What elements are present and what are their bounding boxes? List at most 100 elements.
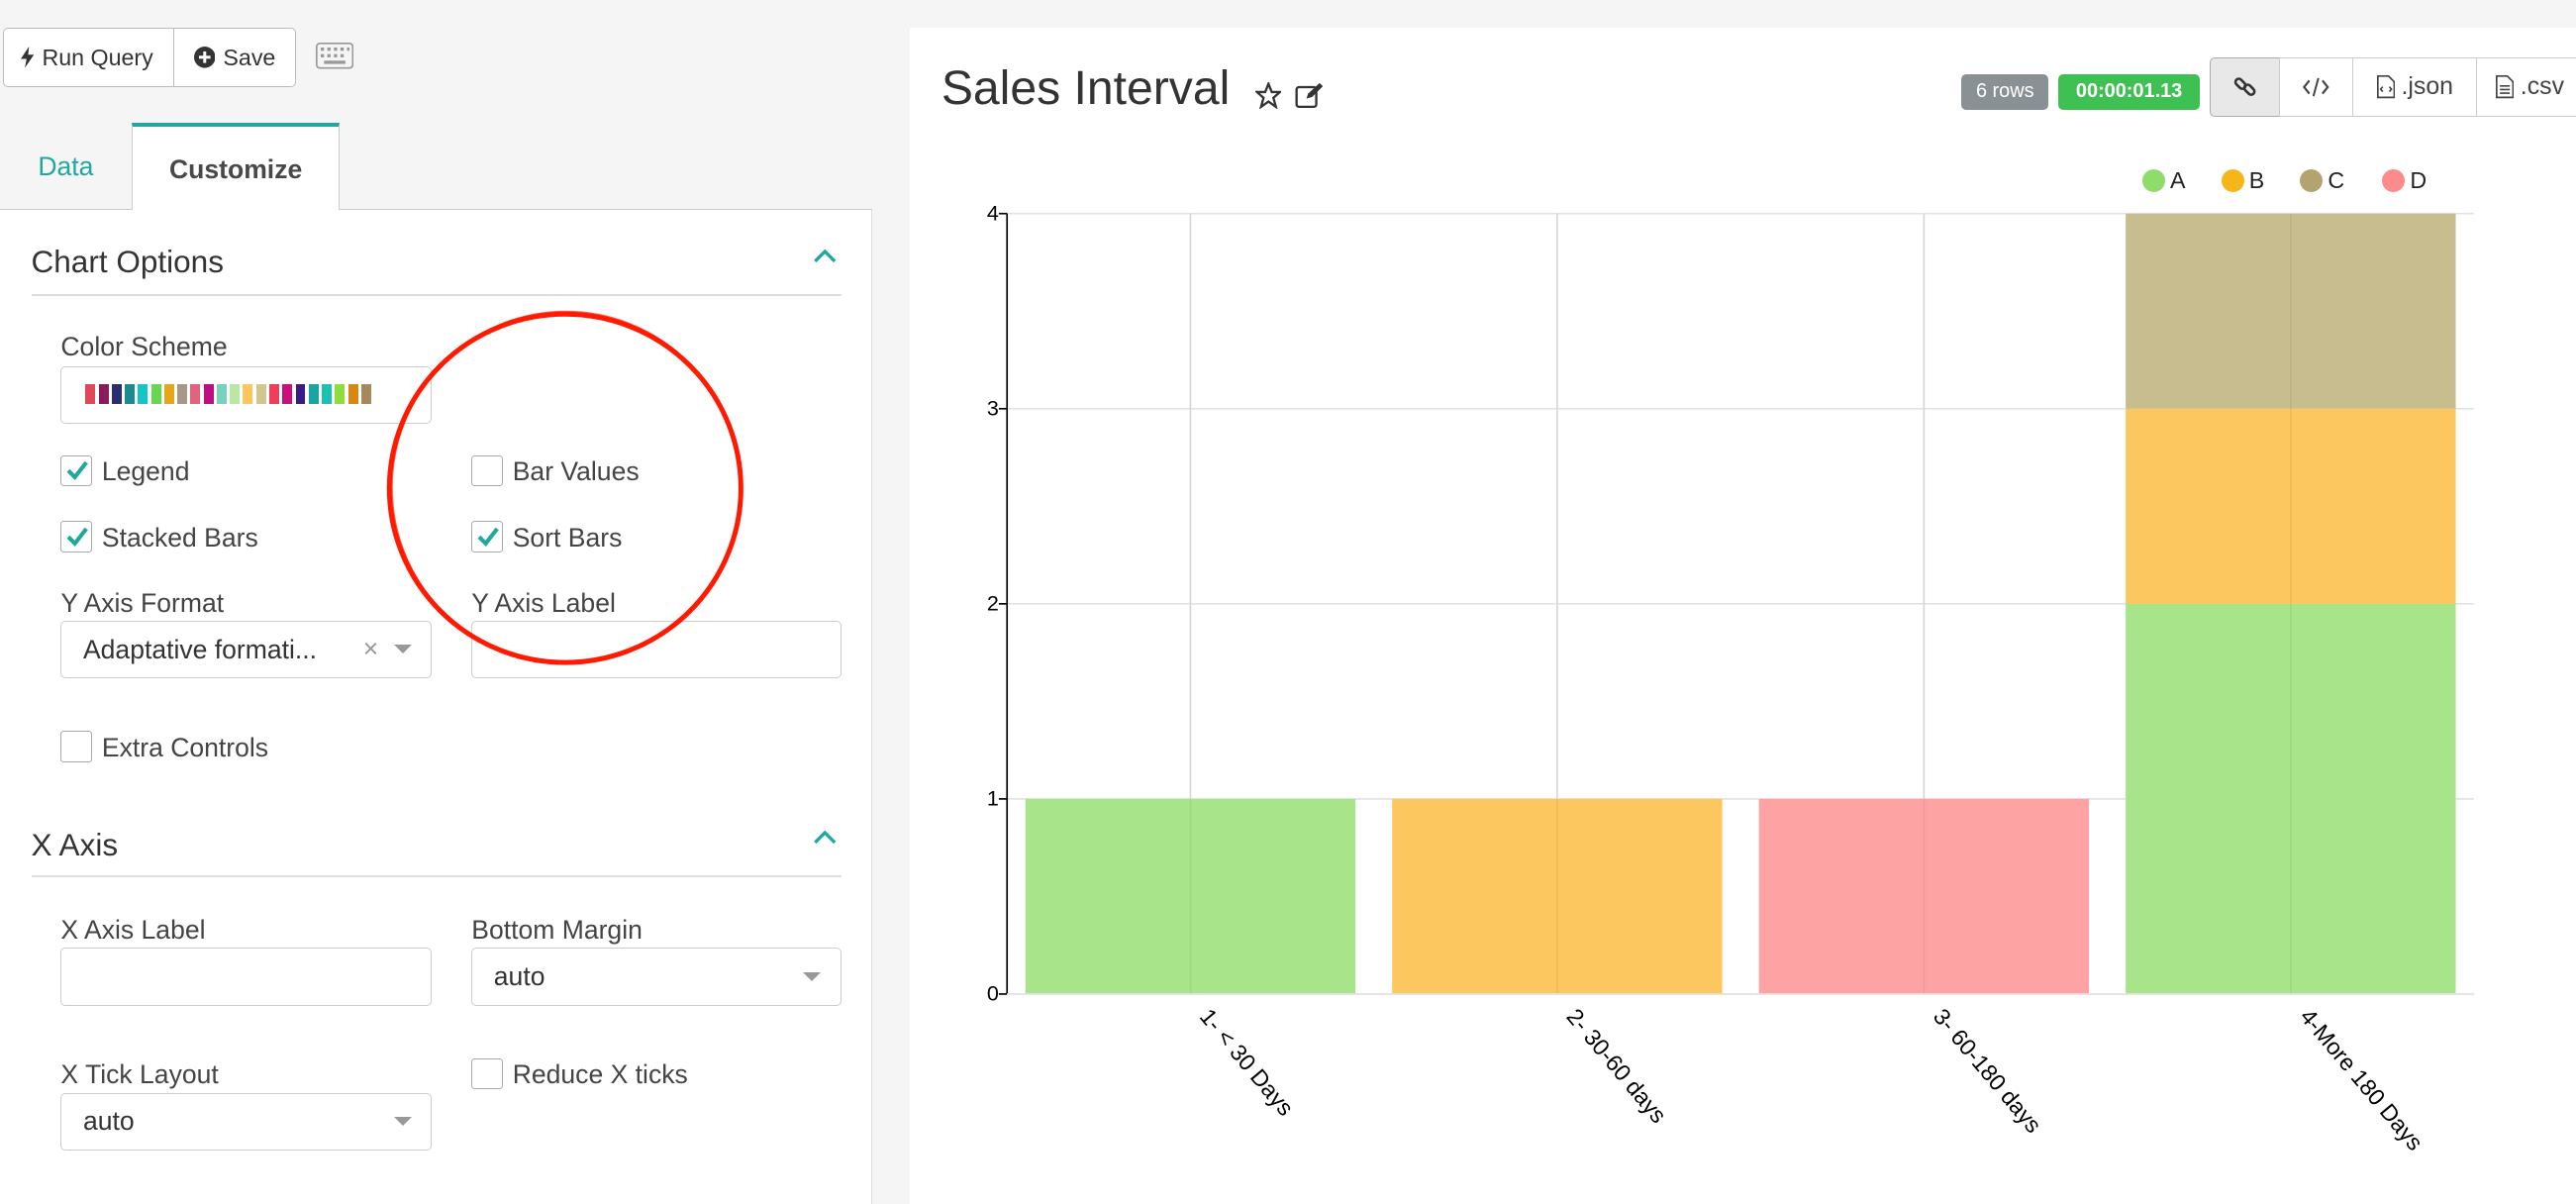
y-axis-label-input[interactable] [471, 621, 842, 679]
legend-checkbox[interactable] [60, 454, 92, 487]
bottom-margin-label: Bottom Margin [471, 915, 643, 946]
clear-icon[interactable]: × [362, 633, 379, 663]
chevron-down-icon [393, 1116, 412, 1127]
x-axis-section-title: X Axis [31, 826, 119, 862]
plus-circle-icon [193, 47, 216, 68]
color-swatch [177, 384, 188, 405]
legend-item-a[interactable]: A [2141, 167, 2186, 194]
color-swatch [347, 384, 358, 405]
y-axis-format-select[interactable]: Adaptative formati... × [60, 621, 433, 679]
legend-dot [2300, 169, 2324, 193]
row-count-badge: 6 rows [1961, 73, 2049, 111]
file-text-icon [2495, 75, 2515, 99]
y-tick-label: 1 [987, 786, 999, 811]
bar-segment-a [2126, 603, 2456, 994]
edit-icon[interactable] [1295, 82, 1325, 109]
legend-item-d[interactable]: D [2382, 167, 2427, 194]
chart-options-title: Chart Options [31, 243, 224, 279]
x-tick-label: 4-More 180 Days [2295, 1004, 2427, 1155]
y-tick-label: 4 [987, 200, 999, 225]
color-scheme-swatches [85, 384, 371, 405]
legend-label: Legend [101, 456, 190, 487]
color-swatch [335, 384, 346, 405]
reduce-x-ticks-checkbox[interactable] [471, 1057, 503, 1090]
export-csv-button[interactable]: .csv [2475, 57, 2576, 117]
color-swatch [295, 384, 306, 405]
json-label: .json [2401, 72, 2454, 101]
chevron-up-icon[interactable] [812, 247, 839, 266]
code-icon [2303, 77, 2330, 97]
bar-segment-c [2126, 213, 2456, 409]
x-tick-layout-value: auto [82, 1106, 135, 1137]
color-swatch [98, 384, 109, 405]
x-tick-layout-select[interactable]: auto [60, 1092, 433, 1151]
color-swatch [282, 384, 293, 405]
star-icon[interactable] [1254, 81, 1282, 109]
chart-title-text: Sales Interval [941, 61, 1231, 116]
share-link-button[interactable] [2209, 57, 2281, 117]
reduce-x-ticks-label: Reduce X ticks [512, 1059, 688, 1090]
section-divider [31, 294, 842, 296]
color-swatch [322, 384, 333, 405]
keyboard-icon[interactable] [315, 43, 353, 69]
x-axis-label-label: X Axis Label [60, 915, 206, 946]
legend-dot [2221, 169, 2244, 193]
legend-label: A [2170, 167, 2186, 194]
x-tick-layout-label: X Tick Layout [60, 1059, 219, 1090]
color-swatch [138, 384, 149, 405]
export-json-button[interactable]: .json [2352, 57, 2478, 117]
y-tick-label: 2 [987, 590, 999, 615]
y-axis-label-label: Y Axis Label [471, 588, 616, 619]
chevron-up-icon[interactable] [812, 828, 839, 848]
color-swatch [203, 384, 214, 405]
color-swatch [255, 384, 266, 405]
x-axis-label-input[interactable] [60, 948, 433, 1006]
bar-segment-b [1392, 798, 1723, 994]
file-code-icon [2376, 75, 2395, 99]
chart-title: Sales Interval [941, 60, 1230, 116]
extra-controls-checkbox[interactable] [60, 731, 92, 762]
color-swatch [125, 384, 136, 405]
bottom-margin-select[interactable]: auto [471, 948, 842, 1006]
color-swatch [111, 384, 122, 405]
legend-dot [2382, 169, 2406, 193]
chevron-down-icon [393, 645, 412, 655]
color-swatch [308, 384, 319, 405]
color-swatch [163, 384, 174, 405]
sort-bars-checkbox[interactable] [471, 521, 503, 552]
bar-values-checkbox[interactable] [471, 454, 503, 487]
annotation-circle [386, 310, 743, 665]
section-divider [31, 875, 842, 878]
y-axis-format-value: Adaptative formati... [82, 634, 318, 664]
color-swatch [190, 384, 201, 405]
bar-segment-d [1758, 798, 2090, 994]
save-button[interactable]: Save [173, 28, 297, 87]
tab-customize[interactable]: Customize [131, 123, 341, 213]
run-query-button[interactable]: Run Query [3, 28, 174, 87]
check-icon [66, 527, 88, 547]
stacked-bars-checkbox[interactable] [60, 521, 92, 552]
query-time-badge: 00:00:01.13 [2058, 73, 2200, 111]
legend-label: B [2248, 167, 2265, 194]
legend-label: D [2410, 167, 2427, 194]
color-swatch [360, 384, 371, 405]
x-tick-label: 2- 30-60 days [1561, 1004, 1671, 1128]
legend-item-c[interactable]: C [2300, 167, 2344, 194]
lightning-icon [20, 47, 35, 68]
y-tick-label: 0 [987, 981, 999, 1006]
bar-segment-a [1025, 798, 1356, 994]
color-swatch [230, 384, 241, 405]
tab-data[interactable]: Data [38, 150, 94, 181]
editor-tabs: Data Customize [0, 123, 873, 213]
save-label: Save [223, 44, 276, 70]
color-swatch [85, 384, 96, 405]
color-swatch [243, 384, 253, 405]
x-tick-label: 1- < 30 Days [1195, 1004, 1299, 1121]
x-tick-label: 3- 60-180 days [1929, 1004, 2046, 1138]
run-query-label: Run Query [42, 44, 153, 70]
bar-segment-b [2126, 408, 2456, 604]
query-toolbar: Run Query Save [3, 28, 297, 87]
sort-bars-label: Sort Bars [512, 522, 623, 552]
legend-item-b[interactable]: B [2221, 167, 2265, 194]
